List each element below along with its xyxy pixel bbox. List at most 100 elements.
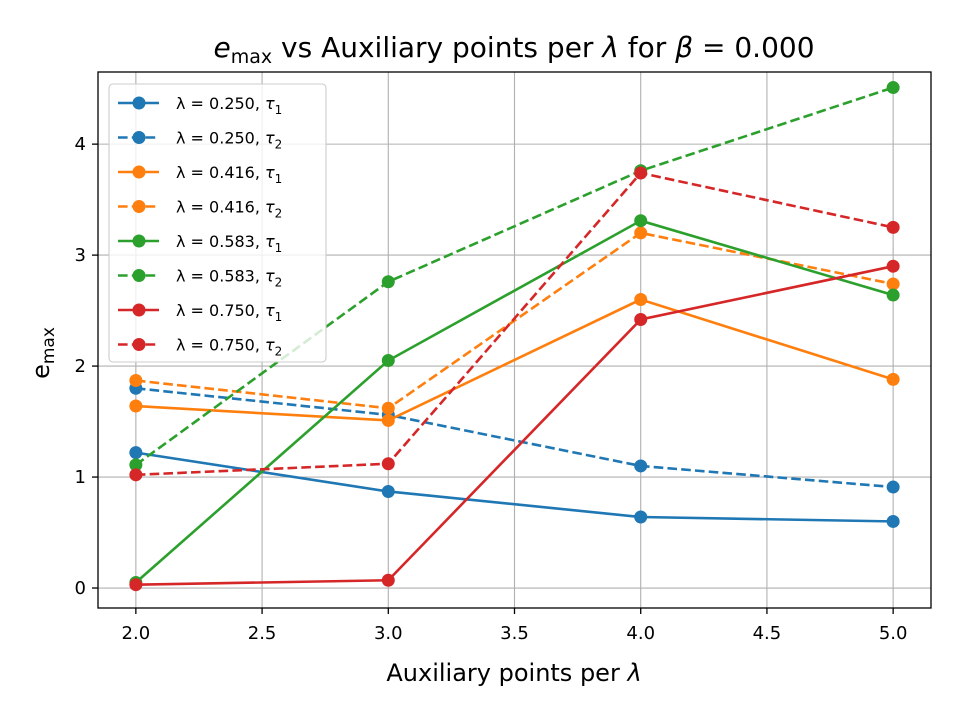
legend-tau-symbol: τ (265, 336, 275, 355)
series-7 (129, 166, 900, 482)
data-point (886, 81, 900, 95)
x-axis-label: Auxiliary points per λ (386, 659, 641, 687)
title-emax-subscript: max (231, 46, 272, 68)
legend-tau-symbol: τ (265, 163, 275, 182)
series-line (135, 298, 894, 422)
series-2 (129, 292, 900, 427)
series-line (135, 171, 894, 477)
legend-tau-subscript: 2 (275, 345, 283, 359)
series-line (135, 86, 894, 466)
series-line (135, 264, 894, 586)
legend-tau-symbol: τ (265, 232, 275, 251)
legend-lambda-text: λ = 0.583, (176, 232, 265, 251)
y-axis-label-main: e (27, 364, 55, 379)
data-point (886, 480, 900, 494)
legend-swatch-marker (132, 200, 146, 213)
series-line (135, 219, 894, 584)
legend-tau-subscript: 1 (275, 241, 283, 255)
legend-tau-symbol: τ (265, 198, 275, 217)
title-beta-symbol: β (674, 31, 693, 64)
axis-ticks: 2.0 2.5 3.0 3.5 4.0 4.5 5.0 0 1 2 3 4 (75, 134, 908, 644)
legend-tau-symbol: τ (265, 267, 275, 286)
x-tick-label: 2.5 (248, 623, 277, 644)
x-tick-label: 4.5 (753, 623, 782, 644)
data-point (381, 457, 395, 471)
legend-lambda-text: λ = 0.416, (176, 163, 265, 182)
legend-tau-symbol: τ (265, 129, 275, 148)
data-point (129, 374, 143, 388)
x-tick-label: 5.0 (879, 623, 908, 644)
title-beta-value: = 0.000 (693, 31, 814, 64)
legend-tau-symbol: τ (265, 301, 275, 320)
data-point (886, 288, 900, 302)
legend-label: λ = 0.583, τ1 (176, 232, 282, 255)
data-point (886, 259, 900, 273)
legend-entry: λ = 0.583, τ1 (118, 232, 282, 255)
legend-swatch-marker (132, 269, 146, 282)
legend-box (108, 83, 327, 363)
data-point (381, 275, 395, 289)
legend-tau-subscript: 1 (275, 310, 283, 324)
x-axis-label-lambda: λ (625, 659, 641, 687)
series-6 (129, 259, 900, 592)
data-point (886, 514, 900, 528)
series-line (135, 386, 894, 489)
legend-tau-subscript: 1 (275, 172, 283, 186)
data-point (634, 459, 648, 473)
legend-label: λ = 0.750, τ1 (176, 301, 282, 324)
legend-lambda-text: λ = 0.416, (176, 198, 265, 217)
y-tick-label: 1 (75, 467, 86, 488)
x-tick-label: 3.5 (500, 623, 529, 644)
title-emax-symbol: e (213, 31, 230, 64)
data-point (634, 312, 648, 326)
legend-label: λ = 0.583, τ2 (176, 267, 282, 290)
legend-label: λ = 0.250, τ2 (176, 129, 282, 152)
legend-swatch-marker (132, 338, 146, 351)
y-axis-label: emax (27, 327, 59, 379)
x-tick-label: 3.0 (374, 623, 403, 644)
legend-entry: λ = 0.416, τ2 (118, 198, 282, 221)
legend-swatch-marker (132, 96, 146, 110)
data-point (634, 226, 648, 240)
y-axis-label-subscript: max (39, 327, 59, 364)
legend: λ = 0.250, τ1λ = 0.250, τ2λ = 0.416, τ1λ… (108, 83, 327, 363)
legend-lambda-text: λ = 0.250, (176, 129, 265, 148)
legend-entry: λ = 0.750, τ2 (118, 336, 282, 359)
title-middle-text: vs Auxiliary points per (272, 31, 602, 64)
data-point (129, 458, 143, 472)
legend-tau-subscript: 1 (275, 103, 283, 117)
y-tick-label: 4 (75, 134, 86, 155)
legend-entry: λ = 0.750, τ1 (118, 301, 282, 324)
legend-tau-subscript: 2 (275, 276, 283, 290)
data-point (381, 573, 395, 587)
data-point (634, 166, 648, 180)
legend-tau-symbol: τ (265, 94, 275, 113)
legend-label: λ = 0.750, τ2 (176, 336, 282, 359)
legend-lambda-text: λ = 0.750, (176, 301, 265, 320)
title-lambda-symbol: λ (600, 31, 619, 64)
data-point (634, 214, 648, 228)
legend-lambda-text: λ = 0.583, (176, 267, 265, 286)
y-tick-label: 2 (75, 356, 86, 377)
data-series (129, 81, 900, 592)
data-point (381, 401, 395, 415)
x-axis-label-text: Auxiliary points per (386, 659, 627, 687)
legend-lambda-text: λ = 0.250, (176, 94, 265, 113)
data-point (129, 578, 143, 592)
y-tick-label: 0 (75, 578, 86, 599)
title-for-text: for (619, 31, 675, 64)
data-point (381, 484, 395, 498)
data-point (886, 372, 900, 386)
legend-swatch-marker (132, 303, 146, 317)
data-point (634, 292, 648, 306)
x-tick-label: 2.0 (122, 623, 151, 644)
legend-swatch-marker (132, 234, 146, 248)
data-point (129, 399, 143, 413)
legend-label: λ = 0.416, τ2 (176, 198, 282, 221)
legend-label: λ = 0.250, τ1 (176, 94, 282, 117)
legend-label: λ = 0.416, τ1 (176, 163, 282, 186)
chart-title: emax vs Auxiliary points per λ for β = 0… (213, 31, 814, 68)
legend-tau-subscript: 2 (275, 138, 283, 152)
legend-swatch-marker (132, 131, 146, 144)
legend-entry: λ = 0.250, τ2 (118, 129, 282, 152)
